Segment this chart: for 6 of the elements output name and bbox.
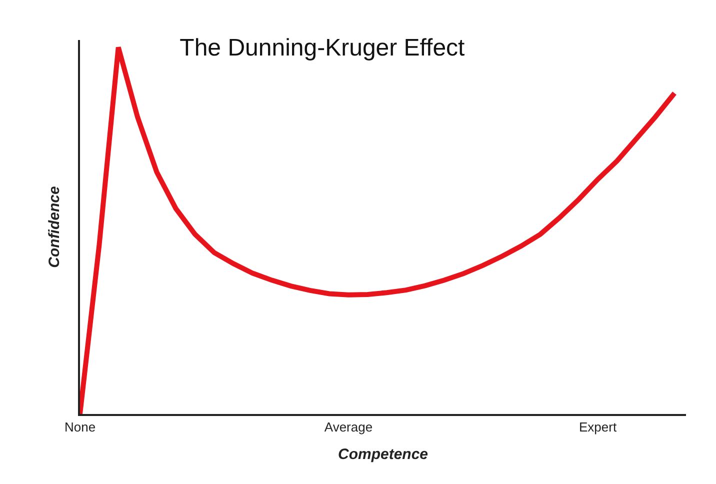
x-tick-label: None xyxy=(64,420,96,435)
x-tick-label: Expert xyxy=(578,420,617,435)
chart-title: The Dunning-Kruger Effect xyxy=(180,34,466,62)
x-axis-title: Competence xyxy=(338,446,428,464)
x-tick-label: Average xyxy=(324,420,373,435)
y-axis-title: Confidence xyxy=(46,186,63,268)
